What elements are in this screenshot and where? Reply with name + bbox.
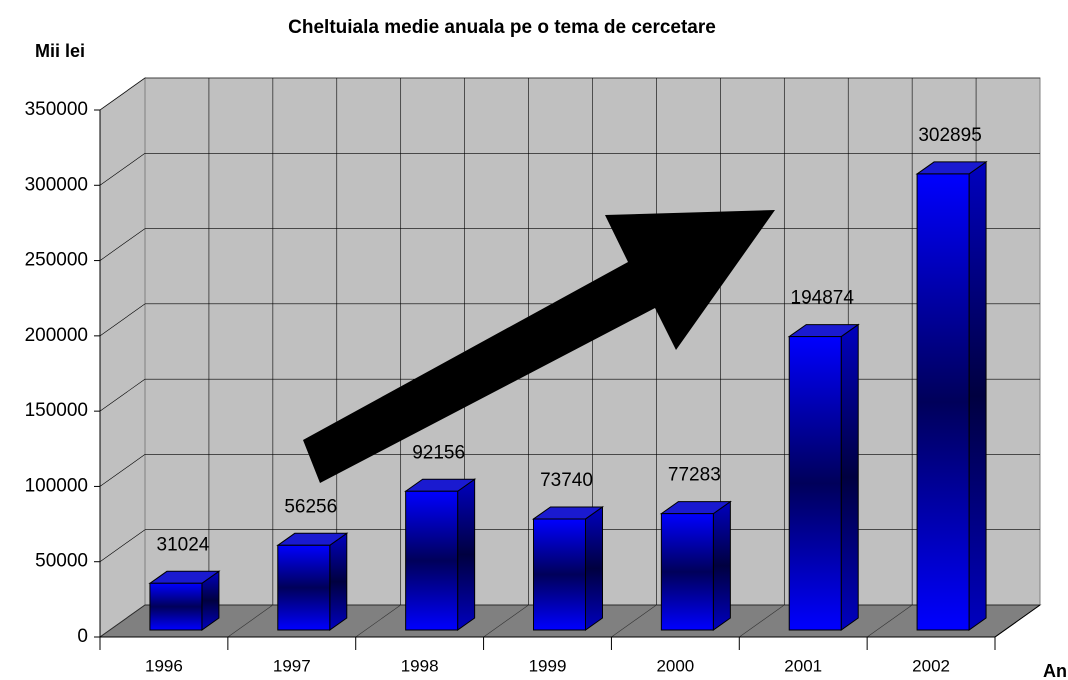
value-label: 31024 <box>157 534 210 555</box>
floor-line <box>866 604 913 638</box>
bar <box>660 513 714 631</box>
bar-side <box>457 478 476 631</box>
x-tick-label: 1997 <box>273 656 311 675</box>
bar-side <box>712 500 731 631</box>
y-tick-label: 250000 <box>25 250 88 271</box>
x-tick-label: 2001 <box>784 656 822 675</box>
bar <box>149 582 203 631</box>
y-axis-title: Mii lei <box>35 41 85 61</box>
grid-line <box>99 378 146 412</box>
bar <box>916 173 970 631</box>
y-tick-label: 50000 <box>35 551 88 572</box>
bar <box>788 336 842 631</box>
value-label: 92156 <box>412 442 465 463</box>
x-tick-label: 2002 <box>912 656 950 675</box>
floor-line <box>355 604 401 638</box>
bar-side <box>968 160 987 631</box>
floor-line <box>739 604 785 638</box>
value-label: 194874 <box>791 288 855 309</box>
bar <box>533 518 586 631</box>
trend-arrow <box>303 210 775 483</box>
value-label: 56256 <box>284 496 337 517</box>
grid-line <box>99 77 146 111</box>
y-tick-label: 100000 <box>25 475 88 496</box>
y-tick-label: 150000 <box>25 400 88 421</box>
chart-title: Cheltuiala medie anuala pe o tema de cer… <box>288 17 716 38</box>
floor-line <box>483 604 529 638</box>
y-tick-label: 0 <box>77 626 88 647</box>
grid-line <box>99 153 146 186</box>
value-label: 73740 <box>540 470 593 491</box>
bar-side <box>840 323 859 631</box>
y-tick-label: 350000 <box>25 99 88 120</box>
grid-line <box>99 454 146 487</box>
x-tick-label: 2000 <box>656 656 694 675</box>
floor-line <box>227 604 274 638</box>
value-label: 302895 <box>918 125 981 146</box>
bar <box>277 544 331 631</box>
floor-line <box>611 604 657 638</box>
value-label: 77283 <box>668 465 721 486</box>
x-axis-title: Ani <box>1043 661 1068 680</box>
y-tick-label: 300000 <box>25 174 88 195</box>
x-tick-label: 1999 <box>529 656 567 675</box>
x-tick-label: 1996 <box>145 656 183 675</box>
bar-side <box>585 506 603 631</box>
y-tick-label: 200000 <box>25 325 88 346</box>
floor-line <box>99 604 146 638</box>
x-tick-label: 1998 <box>401 656 439 675</box>
side-wall <box>99 77 146 638</box>
grid-line <box>99 529 146 562</box>
bar <box>405 490 459 631</box>
grid-line <box>99 228 146 261</box>
bar-side <box>329 532 348 631</box>
grid-line <box>99 303 146 337</box>
axis-depth <box>994 604 1041 638</box>
